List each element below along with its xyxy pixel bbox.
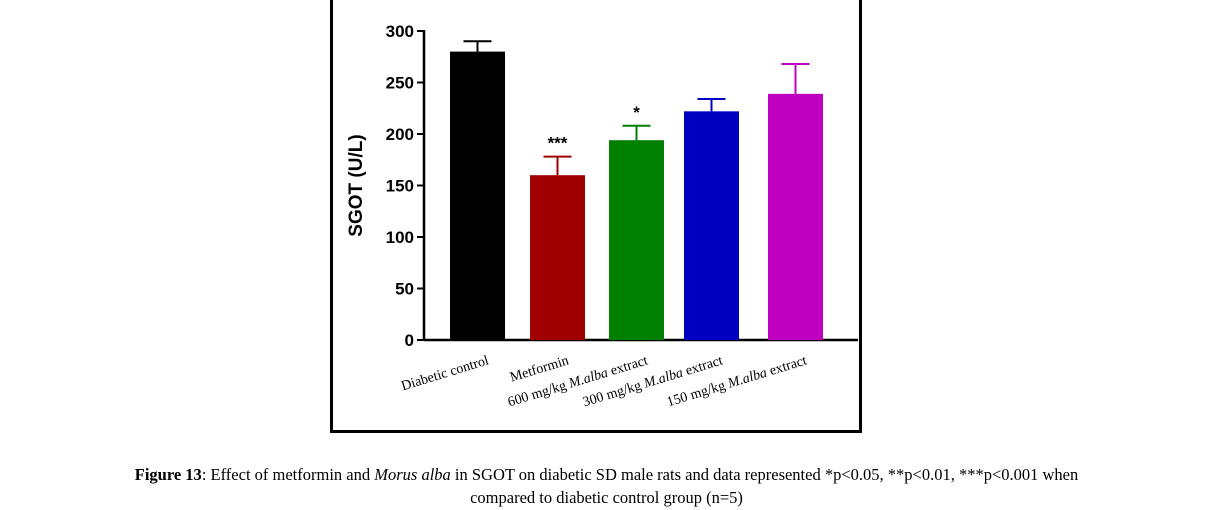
y-tick-label: 50 <box>395 280 414 299</box>
y-tick-label: 150 <box>386 177 414 196</box>
bar <box>684 111 739 340</box>
figure-frame <box>330 0 862 433</box>
figure-caption-line2: compared to diabetic control group (n=5) <box>470 488 743 507</box>
x-tick-label: 150 mg/kg M.alba extract <box>665 353 809 410</box>
y-tick-label: 0 <box>405 331 414 350</box>
bar <box>530 175 585 340</box>
y-tick-label: 100 <box>386 228 414 247</box>
caption-label: Figure 13 <box>134 465 202 484</box>
y-tick-label: 250 <box>386 74 414 93</box>
significance-marker: *** <box>548 134 568 153</box>
bar <box>450 51 505 340</box>
y-axis-label: SGOT (U/L) <box>346 134 367 236</box>
y-tick-label: 300 <box>386 22 414 41</box>
y-tick-label: 200 <box>386 125 414 144</box>
bar <box>768 93 823 340</box>
significance-marker: * <box>633 103 640 122</box>
figure-caption: Figure 13: Effect of metformin and Morus… <box>134 465 1079 484</box>
bar-chart: 0 50 100 150 200 250 300 SGOT (U/L) Diabetic con… <box>346 22 858 410</box>
bar <box>609 140 664 340</box>
x-tick-label: Diabetic control <box>400 353 491 394</box>
